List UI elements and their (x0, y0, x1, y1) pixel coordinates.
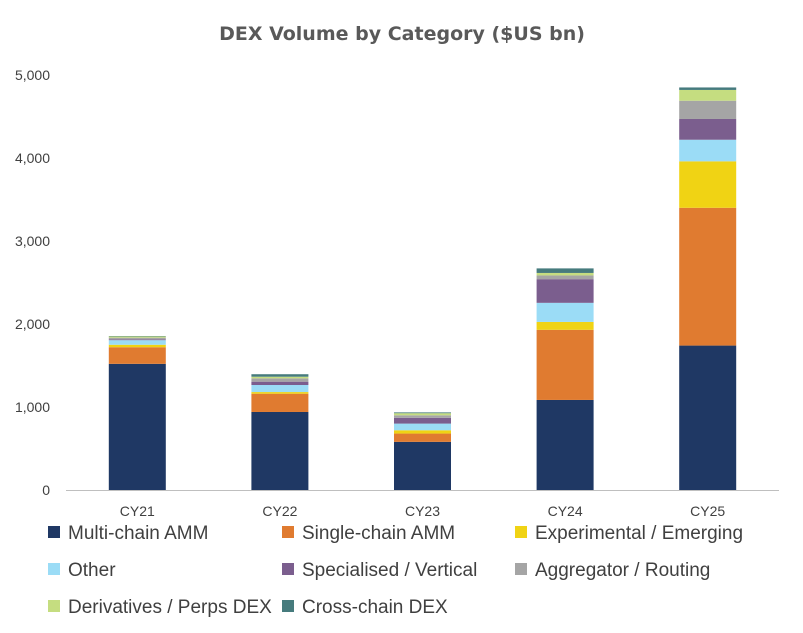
legend-swatch (282, 563, 294, 575)
bar-segment-cy25-4 (679, 139, 737, 162)
bar-segment-cy22-3 (251, 392, 309, 394)
legend-label: Aggregator / Routing (535, 560, 710, 581)
y-tick-label: 4,000 (15, 150, 50, 166)
legend-label: Specialised / Vertical (302, 560, 477, 581)
legend-swatch (48, 600, 60, 612)
y-tick-label: 2,000 (15, 316, 50, 332)
bar-segment-cy22-8 (251, 374, 309, 377)
y-tick-label: 1,000 (15, 399, 50, 415)
bar-segment-cy21-7 (108, 336, 166, 338)
chart-title: DEX Volume by Category ($US bn) (219, 23, 585, 45)
bar-segment-cy25-5 (679, 118, 737, 140)
bar-segment-cy23-1 (394, 441, 451, 490)
bar-segment-cy23-4 (394, 423, 451, 431)
bar-segment-cy21-3 (108, 344, 166, 348)
bar-segment-cy21-6 (108, 337, 166, 340)
bar-segment-cy25-8 (679, 87, 737, 90)
bar-segment-cy25-6 (679, 100, 737, 119)
x-tick-label-cy24: CY24 (548, 503, 583, 519)
bar-segment-cy25-1 (679, 345, 737, 490)
legend-swatch (282, 600, 294, 612)
legend-swatch (282, 526, 294, 538)
bar-segment-cy23-5 (394, 417, 451, 424)
bar-segment-cy22-2 (251, 393, 309, 412)
x-axis-ticks: CY21 CY22 CY23 CY24 CY25 (120, 503, 726, 519)
bar-segment-cy24-5 (536, 279, 594, 303)
bar-segment-cy22-1 (251, 411, 309, 490)
y-tick-label: 3,000 (15, 233, 50, 249)
bar-segment-cy24-6 (536, 275, 594, 280)
y-axis-ticks: 0 1,000 2,000 3,000 4,000 5,000 (15, 67, 50, 498)
bar-segment-cy23-3 (394, 430, 451, 434)
bar-segment-cy21-2 (108, 347, 166, 364)
legend-swatch (48, 563, 60, 575)
bar-segment-cy25-3 (679, 161, 737, 208)
bar-segment-cy22-7 (251, 376, 309, 379)
bar-segment-cy24-3 (536, 321, 594, 330)
bar-segment-cy24-2 (536, 329, 594, 400)
x-tick-label-cy21: CY21 (120, 503, 155, 519)
legend-label: Single-chain AMM (302, 523, 455, 544)
bar-segment-cy24-4 (536, 302, 594, 322)
bar-segment-cy25-7 (679, 89, 737, 101)
bar-segment-cy24-8 (536, 268, 594, 273)
x-tick-label-cy23: CY23 (405, 503, 440, 519)
y-tick-label: 5,000 (15, 67, 50, 83)
bar-segment-cy23-6 (394, 415, 451, 418)
legend: Multi-chain AMM Single-chain AMM Experimen… (48, 523, 743, 618)
bar-segment-cy22-5 (251, 381, 309, 386)
bars-group (108, 87, 737, 490)
bar-segment-cy24-7 (536, 272, 594, 276)
legend-swatch (48, 526, 60, 538)
legend-label: Experimental / Emerging (535, 523, 743, 544)
legend-label: Other (68, 560, 116, 581)
bar-segment-cy23-7 (394, 413, 451, 416)
y-tick-label: 0 (42, 482, 50, 498)
bar-segment-cy22-6 (251, 378, 309, 382)
legend-label: Cross-chain DEX (302, 597, 448, 618)
x-tick-label-cy25: CY25 (690, 503, 725, 519)
legend-label: Derivatives / Perps DEX (68, 597, 272, 618)
x-tick-label-cy22: CY22 (262, 503, 297, 519)
bar-segment-cy21-1 (108, 363, 166, 490)
bar-segment-cy22-4 (251, 385, 309, 393)
bar-segment-cy21-5 (108, 339, 166, 341)
bar-segment-cy24-1 (536, 399, 594, 490)
bar-segment-cy21-4 (108, 340, 166, 345)
legend-swatch (515, 526, 527, 538)
bar-segment-cy23-8 (394, 412, 451, 414)
legend-label: Multi-chain AMM (68, 523, 208, 544)
legend-swatch (515, 563, 527, 575)
bar-segment-cy23-2 (394, 433, 451, 442)
bar-segment-cy25-2 (679, 207, 737, 346)
